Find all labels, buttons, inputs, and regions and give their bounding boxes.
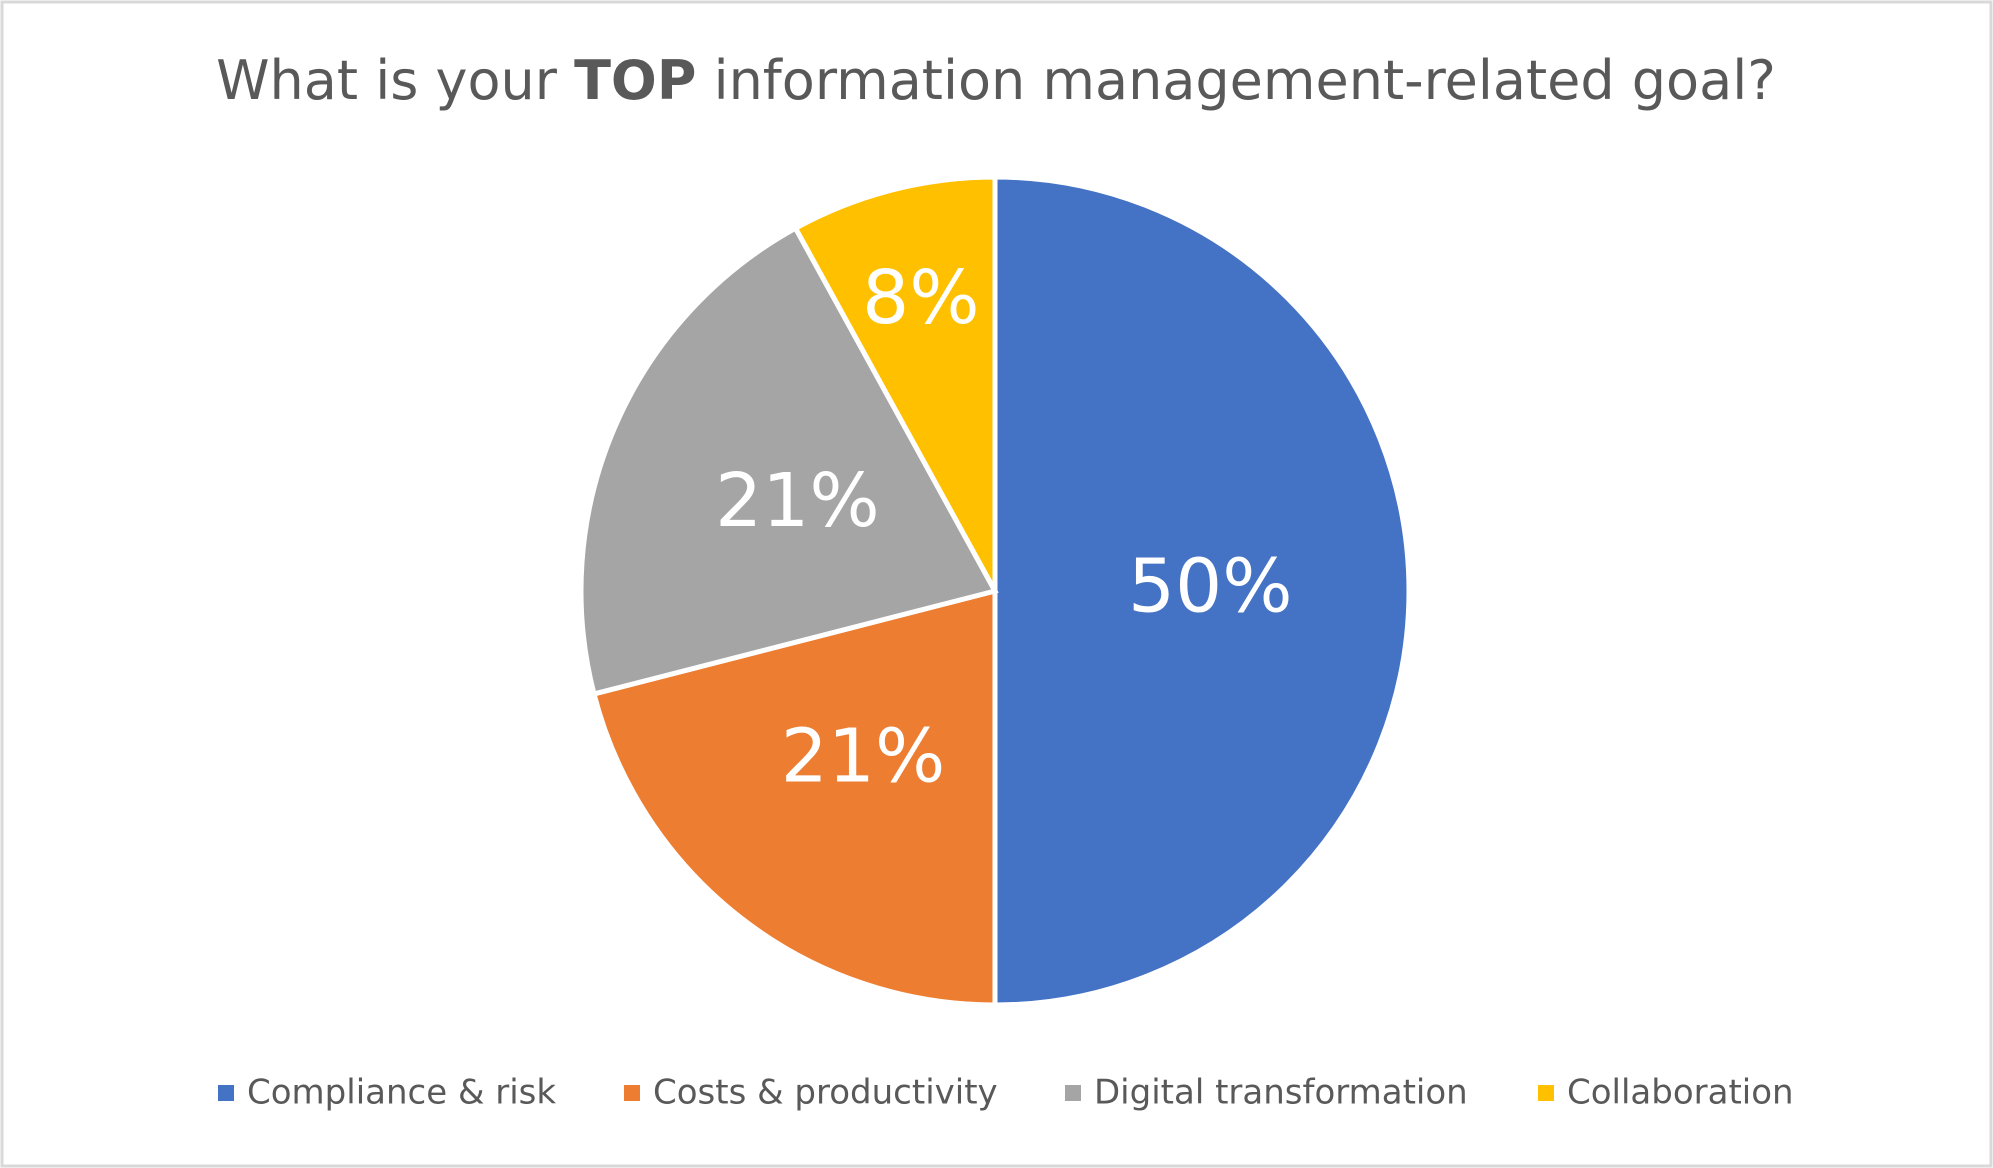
data-label: 21% bbox=[781, 714, 945, 800]
chart-title: What is your TOP information management-… bbox=[216, 49, 1776, 112]
data-label: 8% bbox=[862, 255, 979, 341]
title-part: What is your bbox=[216, 49, 574, 112]
legend-swatch bbox=[1065, 1085, 1081, 1101]
pie-slice bbox=[792, 174, 998, 593]
legend-label: Digital transformation bbox=[1094, 1073, 1468, 1113]
legend-swatch bbox=[624, 1085, 640, 1101]
legend-label: Collaboration bbox=[1567, 1073, 1794, 1113]
legend-label: Compliance & risk bbox=[247, 1073, 556, 1113]
data-label: 21% bbox=[715, 458, 879, 544]
pie-slice bbox=[578, 224, 999, 698]
legend-swatch bbox=[218, 1085, 234, 1101]
pie-slice bbox=[590, 587, 998, 1008]
pie-slice bbox=[992, 174, 1412, 1008]
title-part: TOP bbox=[574, 49, 696, 112]
title-part: information management-related goal? bbox=[696, 49, 1775, 112]
legend-swatch bbox=[1538, 1085, 1554, 1101]
data-label: 50% bbox=[1128, 544, 1292, 630]
legend-label: Costs & productivity bbox=[653, 1073, 998, 1113]
